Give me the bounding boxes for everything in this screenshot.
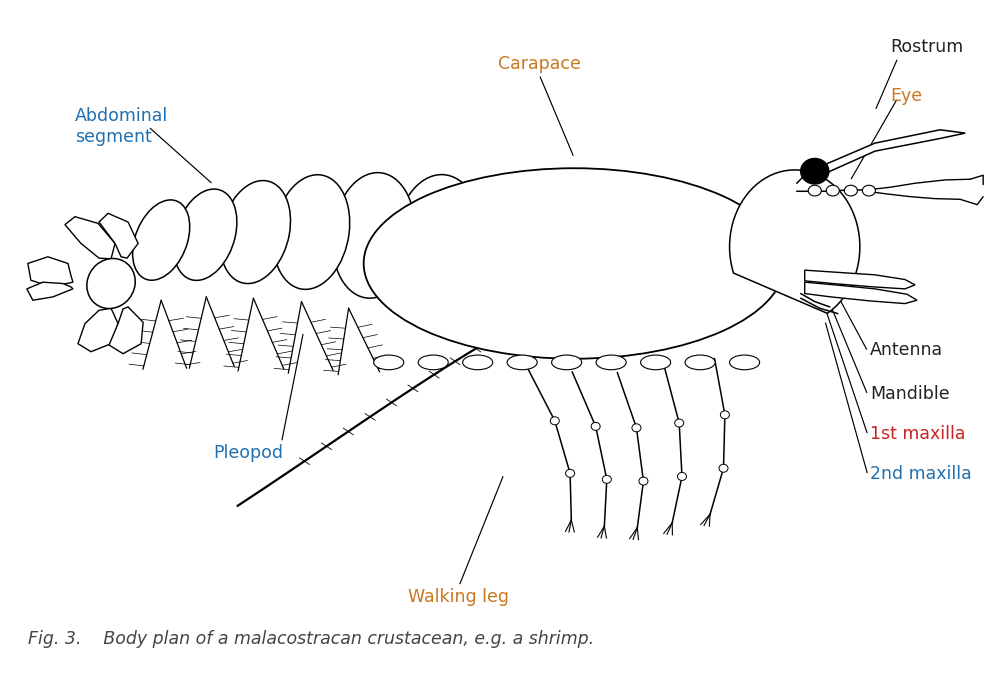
Text: 1st maxilla: 1st maxilla [870,425,966,443]
Ellipse shape [364,168,784,359]
Ellipse shape [550,417,559,425]
Ellipse shape [507,355,537,370]
Ellipse shape [87,259,135,309]
Polygon shape [65,216,115,259]
Text: Mandible: Mandible [870,385,950,403]
Ellipse shape [418,355,449,370]
Ellipse shape [463,355,493,370]
Text: 2nd maxilla: 2nd maxilla [870,465,972,483]
Ellipse shape [677,472,686,481]
Polygon shape [804,130,965,181]
Ellipse shape [685,355,715,370]
Ellipse shape [333,173,415,298]
Polygon shape [109,307,143,354]
Polygon shape [27,282,73,300]
Ellipse shape [640,355,670,370]
Polygon shape [99,214,138,258]
Ellipse shape [551,355,582,370]
Text: Abdominal
segment: Abdominal segment [75,107,168,146]
Ellipse shape [721,410,730,419]
Polygon shape [804,282,917,303]
Text: Pleopod: Pleopod [214,444,283,462]
Text: Walking leg: Walking leg [408,588,509,606]
Ellipse shape [800,158,829,184]
Ellipse shape [639,477,648,485]
Text: Eye: Eye [890,88,922,105]
Ellipse shape [273,175,350,289]
Text: Rostrum: Rostrum [890,38,964,56]
Polygon shape [804,270,915,289]
Text: Carapace: Carapace [498,55,581,73]
Ellipse shape [394,175,483,308]
Ellipse shape [603,475,611,483]
Ellipse shape [863,185,875,196]
Ellipse shape [674,419,683,427]
Ellipse shape [632,424,641,432]
Polygon shape [28,257,73,287]
Ellipse shape [845,185,858,196]
Ellipse shape [730,355,760,370]
Ellipse shape [173,189,237,280]
Text: Antenna: Antenna [870,341,943,359]
Ellipse shape [827,185,840,196]
Text: Fig. 3.    Body plan of a malacostracan crustacean, e.g. a shrimp.: Fig. 3. Body plan of a malacostracan cru… [28,630,594,648]
Ellipse shape [719,464,728,472]
Ellipse shape [133,200,190,280]
Ellipse shape [565,469,575,477]
Ellipse shape [808,185,822,196]
Ellipse shape [374,355,404,370]
Polygon shape [78,308,118,352]
Polygon shape [730,170,860,313]
Ellipse shape [591,423,600,431]
Ellipse shape [596,355,626,370]
Ellipse shape [221,181,290,284]
